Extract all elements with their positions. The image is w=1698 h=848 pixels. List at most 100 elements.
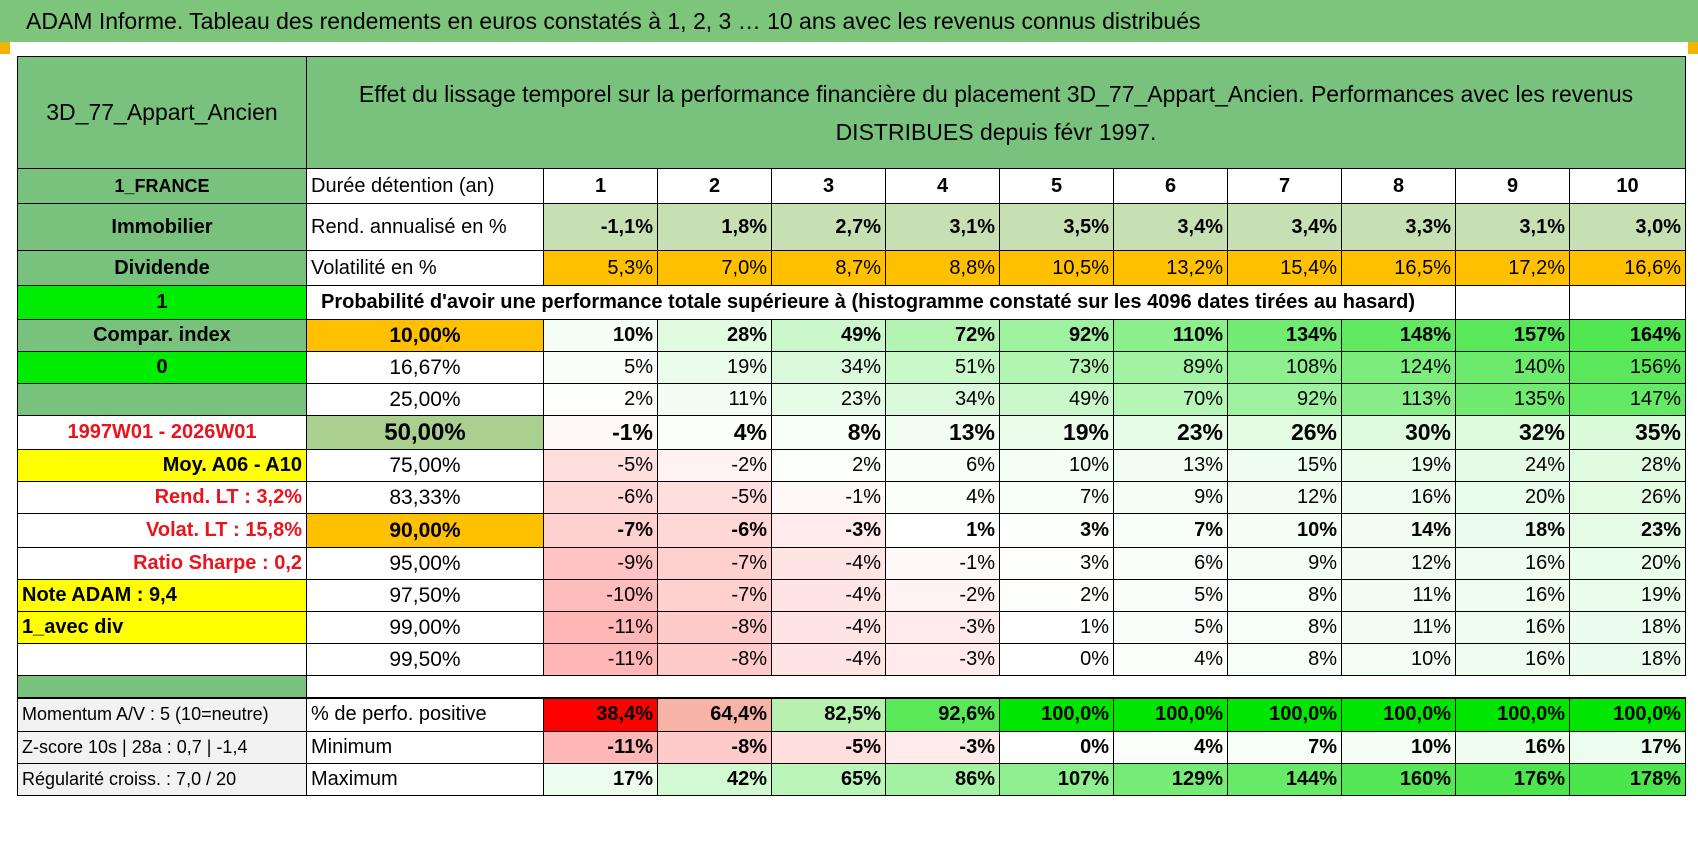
rend-lt-cell[interactable]: Rend. LT : 3,2%	[17, 481, 307, 514]
note-adam-cell[interactable]: Note ADAM : 9,4	[17, 579, 307, 612]
sharpe-cell[interactable]: Ratio Sharpe : 0,2	[17, 547, 307, 580]
quantile-row: Ratio Sharpe : 0,2 95,00% -9% -7% -4% -1% 3% 6%…	[17, 547, 1687, 580]
prob-title-row: 1 Probabilité d'avoir une performance to…	[17, 285, 1687, 320]
asset-name-cell[interactable]: 3D_77_Appart_Ancien	[17, 56, 307, 169]
quantile-value: 6%	[1113, 547, 1228, 580]
rend-value-8: 3,3%	[1341, 203, 1456, 251]
quantile-label: 95,00%	[306, 547, 544, 580]
quantile-label: 83,33%	[306, 481, 544, 514]
quantile-value: 24%	[1455, 449, 1570, 482]
empty-green-cell	[17, 383, 307, 416]
quantile-value: -4%	[771, 611, 886, 644]
quantile-value: 9%	[1227, 547, 1342, 580]
quantile-value: 4%	[885, 481, 1000, 514]
quantile-value: 18%	[1455, 513, 1570, 548]
quantile-value: -3%	[885, 643, 1000, 676]
flag-0-cell[interactable]: 0	[17, 351, 307, 384]
quantile-value: 5%	[1113, 579, 1228, 612]
quantile-value: 110%	[1113, 319, 1228, 352]
minimum-value: 0%	[999, 731, 1114, 764]
quantile-label: 50,00%	[306, 415, 544, 450]
duration-year-3: 3	[771, 168, 886, 204]
type-cell[interactable]: Dividende	[17, 250, 307, 286]
quantile-value: -7%	[657, 547, 772, 580]
zscore-cell[interactable]: Z-score 10s | 28a : 0,7 | -1,4	[17, 731, 307, 764]
quantile-value: 92%	[999, 319, 1114, 352]
positive-perf-value: 100,0%	[1455, 696, 1570, 732]
momentum-cell[interactable]: Momentum A/V : 5 (10=neutre)	[17, 696, 307, 732]
avec-div-cell[interactable]: 1_avec div	[17, 611, 307, 644]
quantile-value: 164%	[1568, 319, 1687, 352]
period-cell[interactable]: 1997W01 - 2026W01	[17, 415, 307, 450]
prob-title: Probabilité d'avoir une performance tota…	[306, 285, 1456, 320]
rend-value-1: -1,1%	[543, 203, 658, 251]
quantile-value: 4%	[1113, 643, 1228, 676]
quantile-row: Rend. LT : 3,2% 83,33% -6% -5% -1% 4% 7% 9% 12% 1…	[17, 481, 1687, 514]
quantile-row: 99,50% -11% -8% -4% -3% 0% 4% 8% 10% 16% 18%	[17, 643, 1687, 676]
duration-year-6: 6	[1113, 168, 1228, 204]
maximum-value: 65%	[771, 763, 886, 796]
quantile-value: 10%	[1341, 643, 1456, 676]
rend-value-4: 3,1%	[885, 203, 1000, 251]
spacer-cell	[1342, 676, 1456, 698]
category-cell[interactable]: Immobilier	[17, 203, 307, 251]
rend-value-10: 3,0%	[1568, 203, 1687, 251]
quantile-value: 23%	[1113, 415, 1228, 450]
quantile-value: 2%	[771, 449, 886, 482]
minimum-value: 4%	[1113, 731, 1228, 764]
quantile-value: 20%	[1455, 481, 1570, 514]
vol-label: Volatilité en %	[306, 250, 544, 286]
rend-label: Rend. annualisé en %	[306, 203, 544, 251]
quantile-value: -1%	[771, 481, 886, 514]
rend-row: Immobilier Rend. annualisé en % -1,1% 1,8…	[17, 203, 1687, 251]
quantile-value: 26%	[1227, 415, 1342, 450]
quantile-value: 157%	[1455, 319, 1570, 352]
quantile-value: 16%	[1455, 579, 1570, 612]
quantile-row: Compar. index 10,00% 10% 28% 49% 72% 92% 110% 13…	[17, 319, 1687, 352]
positive-perf-value: 38,4%	[543, 696, 658, 732]
quantile-value: 12%	[1227, 481, 1342, 514]
vol-value-5: 10,5%	[999, 250, 1114, 286]
spacer-cell	[658, 676, 772, 698]
minimum-value: -11%	[543, 731, 658, 764]
quantile-value: -11%	[543, 611, 658, 644]
positive-perf-value: 82,5%	[771, 696, 886, 732]
quantile-value: 19%	[1568, 579, 1687, 612]
volat-lt-cell[interactable]: Volat. LT : 15,8%	[17, 513, 307, 548]
vol-value-6: 13,2%	[1113, 250, 1228, 286]
quantile-value: 148%	[1341, 319, 1456, 352]
quantile-label: 10,00%	[306, 319, 544, 352]
quantile-value: 26%	[1568, 481, 1687, 514]
quantile-value: 19%	[1341, 449, 1456, 482]
quantile-row: 1_avec div 99,00% -11% -8% -4% -3% 1% 5% 8% 11% 16…	[17, 611, 1687, 644]
quantile-value: -7%	[657, 579, 772, 612]
quantile-value: 49%	[999, 383, 1114, 416]
vol-value-8: 16,5%	[1341, 250, 1456, 286]
compar-index-cell[interactable]: Compar. index	[17, 319, 307, 352]
maximum-value: 42%	[657, 763, 772, 796]
duration-year-2: 2	[657, 168, 772, 204]
spacer-cell	[1000, 676, 1114, 698]
quantile-value: 135%	[1455, 383, 1570, 416]
quantile-value: -6%	[657, 513, 772, 548]
quantile-value: -2%	[657, 449, 772, 482]
quantile-value: -6%	[543, 481, 658, 514]
quantile-value: -8%	[657, 643, 772, 676]
positive-perf-value: 100,0%	[1568, 696, 1687, 732]
quantile-value: -2%	[885, 579, 1000, 612]
quantile-value: 124%	[1341, 351, 1456, 384]
quantile-value: 7%	[999, 481, 1114, 514]
flag-1-cell[interactable]: 1	[17, 285, 307, 320]
quantile-value: 34%	[885, 383, 1000, 416]
quantile-row: Note ADAM : 9,4 97,50% -10% -7% -4% -2% 2% 5% 8%…	[17, 579, 1687, 612]
spacer-row	[17, 675, 1686, 698]
moy-cell[interactable]: Moy. A06 - A10	[17, 449, 307, 482]
spacer-cell	[772, 676, 886, 698]
country-cell[interactable]: 1_FRANCE	[17, 168, 307, 204]
vol-value-3: 8,7%	[771, 250, 886, 286]
rend-value-6: 3,4%	[1113, 203, 1228, 251]
duration-year-9: 9	[1455, 168, 1570, 204]
quantile-value: 18%	[1568, 643, 1687, 676]
regularite-cell[interactable]: Régularité croiss. : 7,0 / 20	[17, 763, 307, 796]
